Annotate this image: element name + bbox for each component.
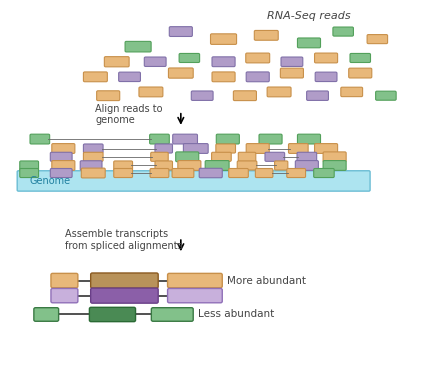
FancyBboxPatch shape — [246, 72, 269, 82]
FancyBboxPatch shape — [281, 57, 303, 66]
Text: More abundant: More abundant — [227, 276, 306, 285]
FancyBboxPatch shape — [307, 91, 329, 100]
FancyBboxPatch shape — [254, 30, 278, 40]
Text: Align reads to
genome: Align reads to genome — [95, 104, 163, 125]
FancyBboxPatch shape — [367, 35, 387, 44]
FancyBboxPatch shape — [51, 288, 78, 303]
FancyBboxPatch shape — [341, 87, 362, 97]
FancyBboxPatch shape — [333, 27, 353, 36]
FancyBboxPatch shape — [91, 273, 158, 288]
FancyBboxPatch shape — [81, 168, 105, 178]
FancyBboxPatch shape — [176, 152, 199, 162]
FancyBboxPatch shape — [52, 144, 75, 154]
FancyBboxPatch shape — [97, 91, 120, 101]
FancyBboxPatch shape — [267, 87, 291, 97]
FancyBboxPatch shape — [216, 144, 236, 153]
FancyBboxPatch shape — [139, 87, 163, 97]
Text: Genome: Genome — [29, 176, 70, 186]
FancyBboxPatch shape — [246, 144, 269, 154]
FancyBboxPatch shape — [169, 68, 193, 78]
FancyBboxPatch shape — [314, 53, 338, 63]
FancyBboxPatch shape — [183, 144, 208, 154]
FancyBboxPatch shape — [30, 134, 49, 144]
FancyBboxPatch shape — [20, 161, 39, 170]
FancyBboxPatch shape — [144, 57, 166, 66]
FancyBboxPatch shape — [289, 144, 308, 154]
FancyBboxPatch shape — [233, 91, 256, 101]
FancyBboxPatch shape — [238, 152, 256, 161]
FancyBboxPatch shape — [150, 168, 169, 177]
FancyBboxPatch shape — [212, 57, 235, 66]
Text: Less abundant: Less abundant — [198, 309, 274, 320]
FancyBboxPatch shape — [83, 72, 108, 82]
FancyBboxPatch shape — [155, 161, 172, 170]
FancyBboxPatch shape — [172, 168, 194, 177]
FancyBboxPatch shape — [125, 41, 151, 52]
FancyBboxPatch shape — [150, 134, 169, 144]
FancyBboxPatch shape — [275, 161, 288, 170]
FancyBboxPatch shape — [50, 168, 72, 177]
FancyBboxPatch shape — [52, 161, 75, 170]
FancyBboxPatch shape — [34, 308, 58, 321]
FancyBboxPatch shape — [104, 57, 129, 67]
FancyBboxPatch shape — [298, 134, 320, 144]
FancyBboxPatch shape — [178, 161, 201, 170]
FancyBboxPatch shape — [212, 72, 235, 82]
FancyBboxPatch shape — [179, 54, 200, 62]
FancyBboxPatch shape — [314, 144, 338, 154]
FancyBboxPatch shape — [80, 161, 102, 170]
FancyBboxPatch shape — [265, 152, 285, 161]
FancyBboxPatch shape — [114, 168, 132, 177]
FancyBboxPatch shape — [255, 168, 273, 177]
FancyBboxPatch shape — [349, 68, 372, 78]
FancyBboxPatch shape — [199, 168, 222, 178]
FancyBboxPatch shape — [216, 134, 240, 144]
Text: Assemble transcripts
from spliced alignments: Assemble transcripts from spliced alignm… — [65, 229, 183, 250]
FancyBboxPatch shape — [83, 152, 103, 161]
FancyBboxPatch shape — [169, 27, 192, 36]
FancyBboxPatch shape — [323, 152, 346, 162]
FancyBboxPatch shape — [83, 144, 103, 153]
FancyBboxPatch shape — [212, 152, 231, 161]
FancyBboxPatch shape — [155, 144, 172, 153]
FancyBboxPatch shape — [229, 168, 248, 177]
FancyBboxPatch shape — [191, 91, 213, 100]
FancyBboxPatch shape — [51, 273, 78, 288]
FancyBboxPatch shape — [280, 68, 304, 78]
FancyBboxPatch shape — [50, 152, 72, 161]
FancyBboxPatch shape — [297, 152, 316, 161]
FancyBboxPatch shape — [168, 273, 222, 288]
FancyBboxPatch shape — [287, 168, 306, 177]
FancyBboxPatch shape — [114, 161, 132, 170]
FancyBboxPatch shape — [150, 152, 168, 161]
FancyBboxPatch shape — [151, 308, 193, 321]
FancyBboxPatch shape — [350, 54, 371, 62]
FancyBboxPatch shape — [237, 161, 257, 170]
FancyBboxPatch shape — [20, 168, 39, 177]
FancyBboxPatch shape — [314, 168, 334, 177]
FancyBboxPatch shape — [89, 307, 135, 321]
FancyBboxPatch shape — [17, 171, 370, 191]
FancyBboxPatch shape — [298, 38, 320, 48]
FancyBboxPatch shape — [173, 134, 197, 144]
Text: RNA-Seq reads: RNA-Seq reads — [267, 11, 351, 21]
FancyBboxPatch shape — [323, 161, 346, 170]
FancyBboxPatch shape — [246, 53, 270, 63]
FancyBboxPatch shape — [119, 72, 141, 82]
FancyBboxPatch shape — [259, 134, 282, 144]
FancyBboxPatch shape — [376, 91, 396, 100]
FancyBboxPatch shape — [205, 161, 229, 170]
FancyBboxPatch shape — [91, 288, 158, 303]
FancyBboxPatch shape — [295, 161, 318, 170]
FancyBboxPatch shape — [211, 34, 236, 44]
FancyBboxPatch shape — [315, 72, 337, 82]
FancyBboxPatch shape — [168, 288, 222, 303]
